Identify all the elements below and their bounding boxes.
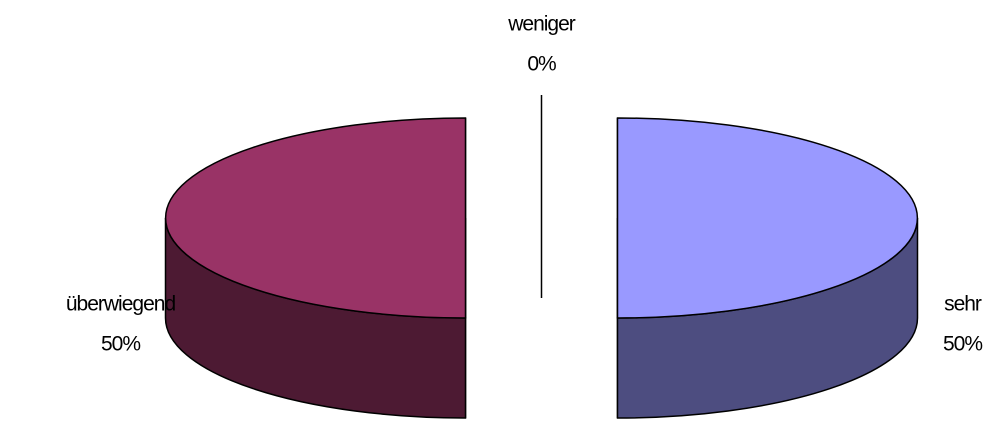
slice-label: überwiegend: [66, 293, 176, 316]
slice-label: sehr: [944, 293, 982, 316]
slice-value-label: 0%: [527, 53, 556, 76]
slice: [616, 117, 919, 319]
slice: [164, 117, 467, 319]
slice-value-label: 50%: [101, 333, 140, 356]
slice-value-label: 50%: [943, 333, 982, 356]
slice-label: weniger: [507, 13, 576, 36]
